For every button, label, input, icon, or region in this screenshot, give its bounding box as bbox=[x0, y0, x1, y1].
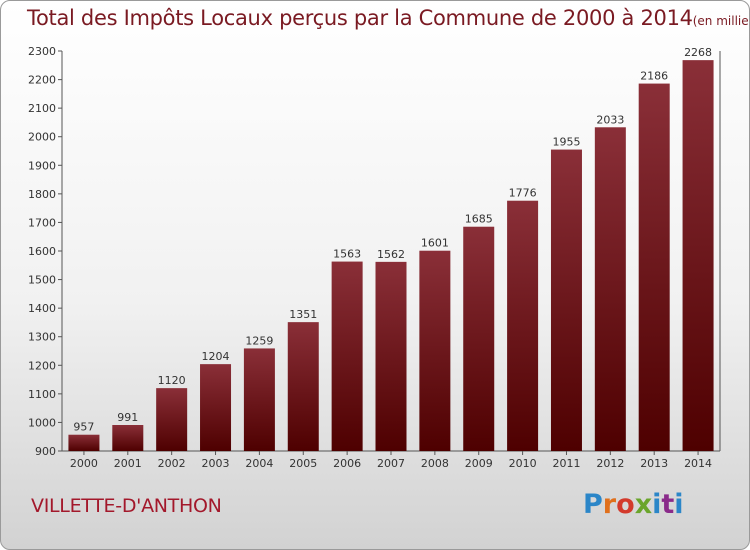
bar-value-label: 1120 bbox=[158, 374, 186, 387]
bar-value-label: 1685 bbox=[465, 213, 493, 226]
x-tick-label: 2001 bbox=[114, 457, 142, 470]
chart-title-text: Total des Impôts Locaux perçus par la Co… bbox=[27, 6, 693, 30]
bar-value-label: 1776 bbox=[509, 187, 537, 200]
bar-value-label: 2033 bbox=[596, 113, 624, 126]
x-tick-label: 2007 bbox=[377, 457, 405, 470]
x-tick-label: 2003 bbox=[202, 457, 230, 470]
x-tick-label: 2010 bbox=[509, 457, 537, 470]
bar-value-label: 957 bbox=[73, 421, 94, 434]
bar-value-label: 1955 bbox=[552, 136, 580, 149]
y-tick-label: 1900 bbox=[28, 159, 56, 172]
bar-value-label: 2268 bbox=[684, 46, 712, 59]
bar bbox=[594, 127, 626, 452]
bar bbox=[375, 261, 407, 451]
proxiti-logo: Proxiti bbox=[583, 489, 684, 520]
bar bbox=[243, 348, 275, 451]
y-tick-label: 1100 bbox=[28, 388, 56, 401]
bar bbox=[112, 425, 144, 451]
y-tick-label: 1700 bbox=[28, 216, 56, 229]
bar-value-label: 2186 bbox=[640, 70, 668, 83]
x-tick-label: 2013 bbox=[640, 457, 668, 470]
chart-title: Total des Impôts Locaux perçus par la Co… bbox=[27, 6, 749, 30]
y-tick-label: 1200 bbox=[28, 359, 56, 372]
chart-subtitle: (en milliers d'€) bbox=[692, 14, 749, 28]
bar bbox=[638, 83, 670, 452]
bar bbox=[68, 434, 100, 451]
x-tick-label: 2000 bbox=[70, 457, 98, 470]
y-tick-label: 1000 bbox=[28, 416, 56, 429]
bar bbox=[419, 250, 451, 451]
commune-name: VILLETTE-D'ANTHON bbox=[31, 495, 222, 517]
y-tick-label: 1800 bbox=[28, 188, 56, 201]
bar bbox=[287, 322, 319, 451]
bar-value-label: 991 bbox=[117, 411, 138, 424]
bar bbox=[463, 226, 495, 451]
y-tick-label: 2100 bbox=[28, 102, 56, 115]
y-tick-label: 1500 bbox=[28, 274, 56, 287]
bar-value-label: 1351 bbox=[289, 308, 317, 321]
bar bbox=[507, 200, 539, 451]
bar-value-label: 1204 bbox=[202, 350, 230, 363]
y-tick-label: 900 bbox=[35, 445, 56, 458]
bar bbox=[200, 364, 232, 451]
x-tick-label: 2009 bbox=[465, 457, 493, 470]
y-tick-label: 2000 bbox=[28, 131, 56, 144]
x-tick-label: 2004 bbox=[245, 457, 273, 470]
y-tick-label: 2200 bbox=[28, 74, 56, 87]
bar bbox=[156, 388, 188, 451]
bar-value-label: 1563 bbox=[333, 248, 361, 261]
bar bbox=[682, 60, 714, 452]
x-tick-label: 2006 bbox=[333, 457, 361, 470]
bar-value-label: 1259 bbox=[245, 334, 273, 347]
bar bbox=[331, 261, 363, 451]
y-tick-label: 2300 bbox=[28, 45, 56, 58]
bar-value-label: 1562 bbox=[377, 248, 405, 261]
x-tick-label: 2005 bbox=[289, 457, 317, 470]
y-tick-label: 1400 bbox=[28, 302, 56, 315]
y-tick-label: 1300 bbox=[28, 331, 56, 344]
y-tick-label: 1600 bbox=[28, 245, 56, 258]
x-tick-label: 2008 bbox=[421, 457, 449, 470]
bar bbox=[550, 149, 582, 452]
x-tick-label: 2012 bbox=[596, 457, 624, 470]
x-tick-label: 2014 bbox=[684, 457, 712, 470]
x-tick-label: 2011 bbox=[552, 457, 580, 470]
chart-bars: 957 991 1120 1204 1259 1351 1563 1562 1601 1685 17… bbox=[68, 46, 714, 452]
chart-axes: 900 1000 1100 1200 1300 1400 1500 1600 1700 1800 1… bbox=[28, 45, 721, 470]
x-tick-label: 2002 bbox=[158, 457, 186, 470]
bar-value-label: 1601 bbox=[421, 237, 449, 250]
